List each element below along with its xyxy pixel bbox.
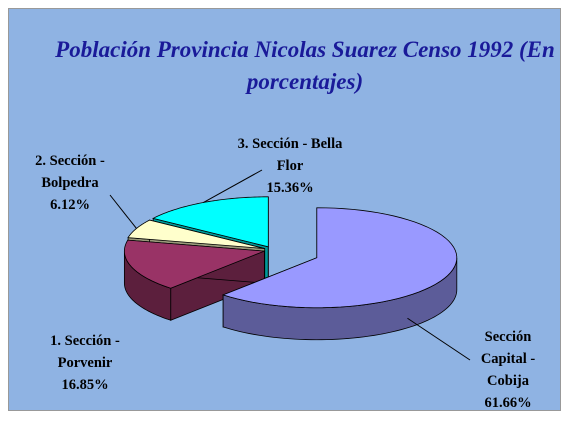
- value-label: 16.85%: [61, 377, 109, 393]
- leader-line: [109, 194, 137, 229]
- data-label: 1. Sección - Porvenir 16.85%: [25, 330, 145, 396]
- value-label: 15.36%: [266, 180, 314, 196]
- category-label: 1. Sección - Porvenir: [50, 333, 120, 371]
- data-label: Sección Capital - Cobija 61.66%: [468, 326, 548, 414]
- leader-line: [407, 317, 471, 361]
- leader-line: [203, 169, 263, 203]
- data-label: 3. Sección - Bella Flor 15.36%: [225, 133, 355, 199]
- slice: [221, 207, 458, 309]
- value-label: 6.12%: [50, 197, 90, 213]
- data-label: 2. Sección - Bolpedra 6.12%: [10, 150, 130, 216]
- value-label: 61.66%: [484, 395, 532, 411]
- slice: [123, 239, 265, 289]
- chart-area: [8, 8, 561, 411]
- chart-title: Población Provincia Nicolas Suarez Censo…: [55, 37, 555, 94]
- category-label: Sección Capital - Cobija: [480, 329, 536, 389]
- category-label: 3. Sección - Bella Flor: [237, 136, 343, 174]
- category-label: 2. Sección - Bolpedra: [35, 153, 105, 191]
